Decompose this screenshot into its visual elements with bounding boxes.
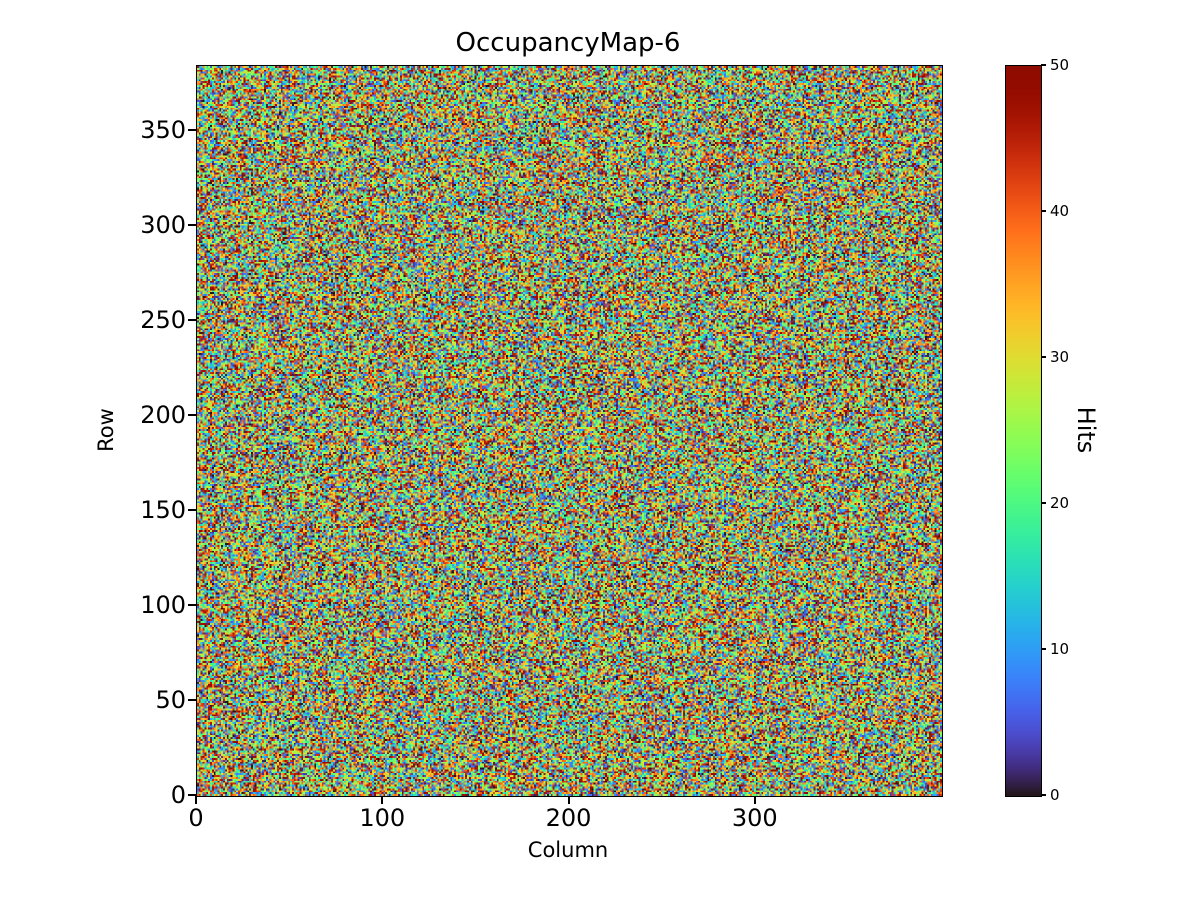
y-tick-label: 100 bbox=[140, 590, 186, 619]
colorbar-tick-label: 0 bbox=[1050, 786, 1060, 804]
heatmap-canvas bbox=[197, 66, 942, 796]
y-tick-mark bbox=[188, 794, 196, 796]
x-tick-mark bbox=[753, 796, 756, 804]
y-axis-label: Row bbox=[94, 408, 118, 452]
colorbar-canvas bbox=[1006, 66, 1041, 796]
x-axis-label: Column bbox=[527, 838, 609, 862]
y-tick-mark bbox=[188, 698, 196, 701]
colorbar-tick-label: 50 bbox=[1050, 56, 1070, 74]
colorbar-tick-label: 40 bbox=[1050, 202, 1070, 220]
x-tick-mark bbox=[381, 796, 384, 804]
colorbar-tick-mark bbox=[1041, 64, 1046, 66]
y-tick-label: 0 bbox=[170, 781, 186, 809]
colorbar-tick-mark bbox=[1041, 648, 1046, 650]
chart-title: OccupancyMap-6 bbox=[455, 28, 681, 58]
y-tick-mark bbox=[188, 603, 196, 606]
colorbar-label: Hits bbox=[1072, 406, 1100, 454]
y-tick-label: 350 bbox=[140, 115, 186, 144]
colorbar bbox=[1005, 65, 1042, 797]
colorbar-tick-mark bbox=[1041, 356, 1046, 358]
y-tick-label: 300 bbox=[140, 210, 186, 239]
x-tick-label: 100 bbox=[359, 804, 406, 832]
y-tick-mark bbox=[188, 413, 196, 416]
colorbar-tick-label: 20 bbox=[1050, 494, 1070, 512]
x-tick-label: 0 bbox=[188, 804, 204, 832]
y-tick-label: 150 bbox=[140, 495, 186, 524]
colorbar-tick-label: 10 bbox=[1050, 640, 1070, 658]
x-tick-mark bbox=[195, 796, 197, 804]
y-tick-label: 200 bbox=[140, 400, 186, 429]
heatmap-plot-area bbox=[196, 65, 943, 797]
colorbar-tick-mark bbox=[1041, 210, 1046, 212]
x-tick-mark bbox=[567, 796, 570, 804]
x-tick-label: 300 bbox=[731, 804, 778, 832]
y-tick-label: 250 bbox=[140, 305, 186, 334]
colorbar-tick-mark bbox=[1041, 794, 1046, 796]
colorbar-tick-mark bbox=[1041, 502, 1046, 504]
y-tick-mark bbox=[188, 318, 196, 321]
y-tick-label: 50 bbox=[155, 685, 186, 714]
y-tick-mark bbox=[188, 223, 196, 226]
x-tick-label: 200 bbox=[545, 804, 592, 832]
y-tick-mark bbox=[188, 128, 196, 131]
y-tick-mark bbox=[188, 508, 196, 511]
colorbar-tick-label: 30 bbox=[1050, 348, 1070, 366]
